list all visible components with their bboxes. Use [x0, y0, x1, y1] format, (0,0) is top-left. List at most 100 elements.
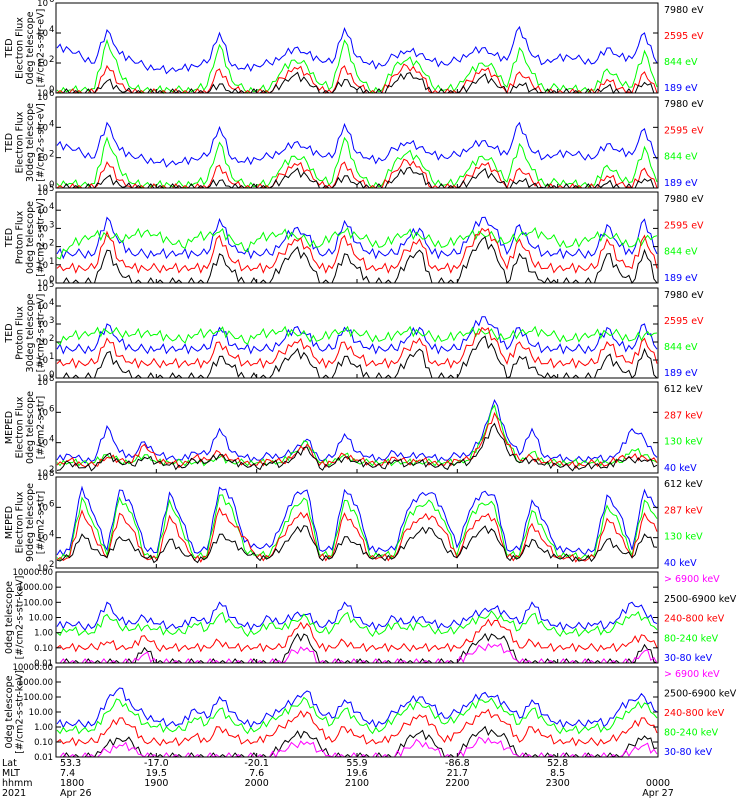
series-line-80-240-kev — [56, 696, 658, 735]
y-tick-exponent: 2 — [49, 560, 54, 570]
y-tick-exponent: 6 — [49, 404, 54, 414]
legend-entry: 130 keV — [664, 437, 703, 448]
legend-entry: 30-80 keV — [664, 653, 713, 664]
series-line-189-ev — [56, 216, 658, 260]
y-tick-label: 10 — [37, 206, 48, 216]
x-axis-tick-label: 53.3 — [60, 758, 81, 769]
y-tick-label: 10 — [37, 284, 48, 294]
y-tick-label: 10 — [37, 279, 48, 289]
y-tick-label: 10000.00 — [12, 663, 53, 673]
y-axis-title-line: TED — [4, 323, 15, 343]
legend-entry: 189 eV — [664, 83, 698, 94]
series-line-189-ev — [56, 316, 658, 355]
x-axis-tick-label: 21.7 — [447, 768, 468, 779]
y-tick-label: 1.00 — [34, 723, 53, 733]
legend-entry: > 6900 keV — [664, 669, 720, 680]
y-tick-label: 10 — [37, 302, 48, 312]
legend-entry: 240-800 keV — [664, 708, 725, 719]
y-axis-title-line: MEPED — [4, 506, 15, 539]
panel-frame — [55, 2, 659, 94]
legend-entry: 189 eV — [664, 368, 698, 379]
x-axis-tick-label: Apr 26 — [60, 788, 92, 799]
legend-entry: 2500-6900 keV — [664, 689, 737, 700]
y-tick-exponent: 0 — [49, 370, 54, 380]
y-tick-label: 0.10 — [34, 738, 53, 748]
y-tick-label: 10 — [37, 154, 48, 164]
y-tick-label: 10 — [37, 224, 48, 234]
legend-entry: 40 keV — [664, 558, 697, 569]
x-axis-row-label: hhmm — [2, 778, 33, 789]
legend-entry: > 6900 keV — [664, 574, 720, 585]
legend-entry: 40 keV — [664, 463, 697, 474]
y-tick-exponent: 5 — [49, 280, 54, 290]
y-tick-exponent: 2 — [49, 55, 54, 65]
y-tick-label: 10 — [37, 89, 48, 99]
y-tick-label: 10 — [37, 473, 48, 483]
y-axis-title-line: 30deg telescope — [25, 293, 36, 372]
y-tick-exponent: 4 — [49, 119, 54, 129]
legend-entry: 189 eV — [664, 178, 698, 189]
series-line-80-240-kev — [56, 610, 658, 638]
legend-entry: 7980 eV — [664, 99, 704, 110]
legend-entry: 130 keV — [664, 532, 703, 543]
y-tick-exponent: 5 — [49, 184, 54, 194]
x-axis-tick-label: -20.1 — [244, 758, 269, 769]
panel-frame — [55, 381, 659, 474]
y-tick-label: 10 — [37, 338, 48, 348]
series-line-240-800-kev — [56, 618, 658, 653]
x-axis-tick-label: 0000 — [646, 778, 670, 789]
y-axis-title-line: [#/cm2-s-str-keV] — [15, 576, 26, 660]
y-tick-label: 10 — [37, 188, 48, 198]
y-axis-title-line: Electron Flux — [15, 491, 26, 553]
x-axis-tick-label: 1800 — [60, 778, 84, 789]
series-line-2595-ev — [56, 227, 658, 274]
time-axis-footer: Lat 53.3 -17.0 -20.1 55.9 -86.8 52.8 MLT 7.4 19.5… — [2, 758, 674, 799]
y-tick-label: 10 — [37, 93, 48, 103]
series-line-189-ev — [56, 25, 658, 75]
y-tick-label: 10 — [37, 374, 48, 384]
x-axis-tick-label: 52.8 — [547, 758, 568, 769]
y-axis-title-line: 0deg telescope — [25, 391, 36, 464]
legend-entry: 7980 eV — [664, 5, 704, 16]
legend-entry: 80-240 keV — [664, 633, 719, 644]
y-tick-exponent: 0 — [49, 85, 54, 95]
y-tick-exponent: 1 — [49, 352, 54, 362]
y-axis-title-line: [#/cm2-s-str] — [36, 491, 47, 554]
y-axis-title-line: Electron Flux — [15, 396, 26, 458]
y-tick-exponent: 4 — [49, 25, 54, 35]
legend-entry: 844 eV — [664, 57, 698, 68]
series-line-612-kev — [56, 525, 658, 564]
y-tick-label: 1000.00 — [18, 583, 53, 593]
x-axis-row-label: Lat — [2, 758, 17, 769]
y-tick-label: 10 — [37, 378, 48, 388]
y-tick-exponent: 4 — [49, 298, 54, 308]
y-tick-label: 10 — [37, 439, 48, 449]
y-axis-title-line: 30deg telescope — [25, 103, 36, 182]
legend-entry: 287 keV — [664, 410, 703, 421]
legend-entry: 2500-6900 keV — [664, 594, 737, 605]
x-axis-row-label: MLT — [2, 768, 20, 779]
y-tick-exponent: 8 — [49, 469, 54, 479]
x-axis-tick-label: 19.6 — [346, 768, 367, 779]
series-line-30-80-kev — [56, 601, 658, 632]
x-axis-tick-label: 8.5 — [550, 768, 565, 779]
series-line-30-80-kev — [56, 687, 658, 729]
series-line-844-ev — [56, 226, 658, 260]
series-line-7980-ev — [57, 236, 658, 285]
panel-frame — [55, 96, 659, 189]
x-axis-tick-label: Apr 27 — [642, 788, 674, 799]
y-tick-label: 10 — [37, 408, 48, 418]
y-tick-label: 0.01 — [34, 659, 53, 669]
x-axis-tick-label: 2000 — [245, 778, 269, 789]
y-tick-exponent: 0 — [49, 180, 54, 190]
series-line-844-ev — [56, 136, 658, 190]
legend-entry: 189 eV — [664, 273, 698, 284]
y-tick-exponent: 4 — [49, 435, 54, 445]
legend-entry: 2595 eV — [664, 220, 704, 231]
